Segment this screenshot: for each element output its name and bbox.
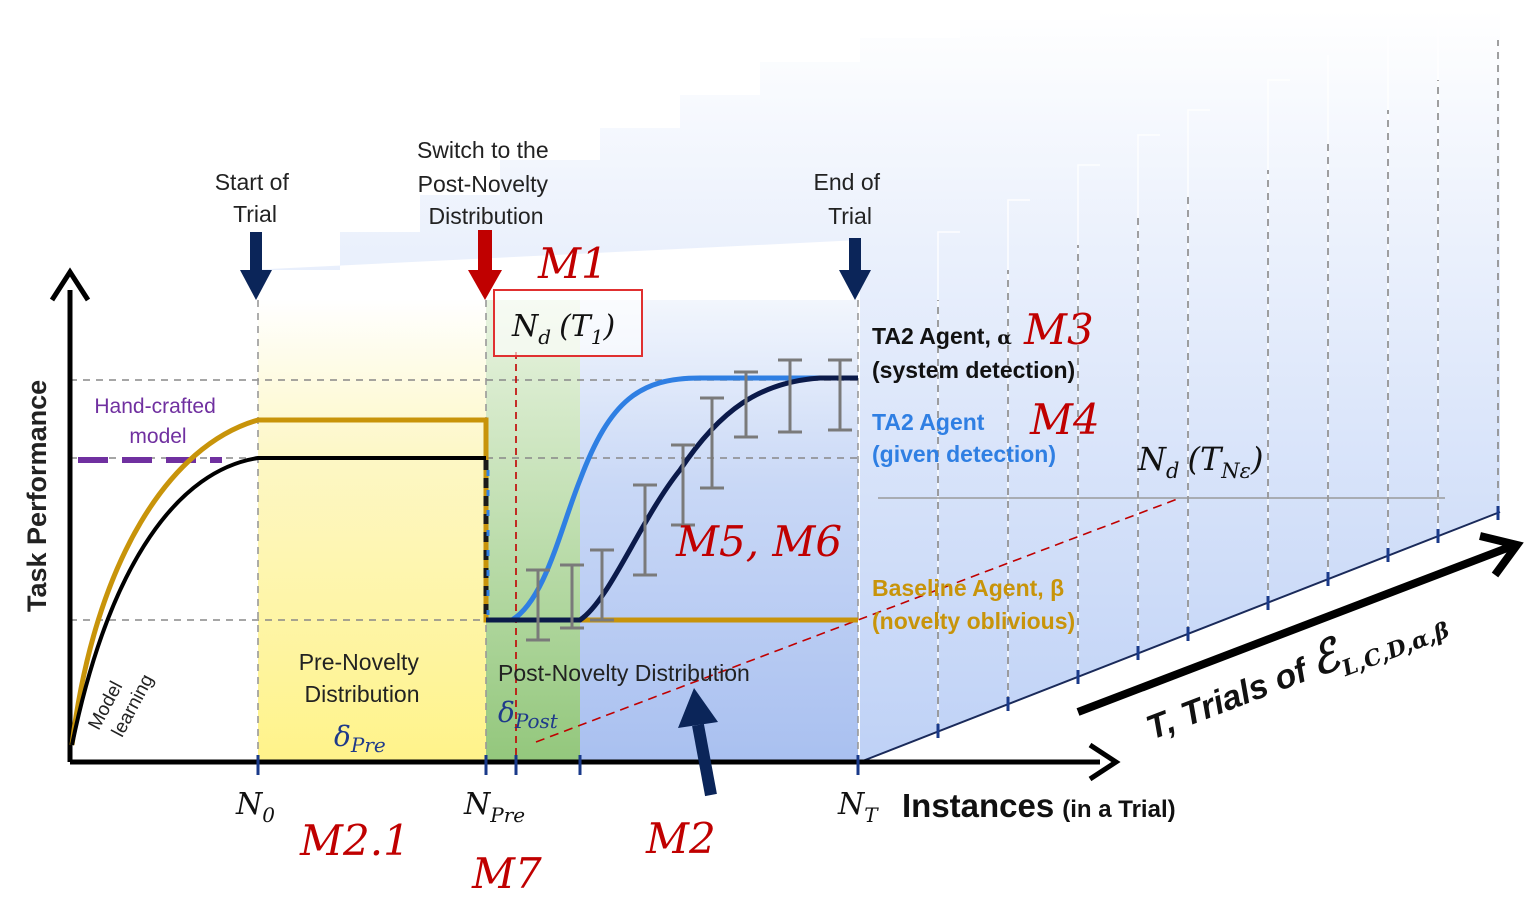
nd-t1-label: Nd (T1) — [511, 309, 615, 349]
metric-m7: M7 — [471, 849, 542, 898]
trials-axis — [1076, 541, 1517, 716]
hand-crafted-label: Hand-crafted model — [94, 395, 221, 448]
legend-ta2-system-line2: (system detection) — [872, 357, 1075, 383]
metric-m1: M1 — [537, 239, 608, 288]
delta-pre-label: δPre — [334, 720, 386, 757]
tick-npre: NPre — [463, 787, 525, 827]
metric-m5-m6: M5, M6 — [675, 517, 842, 566]
trial-stack-dashed-lines — [937, 40, 1499, 730]
post-novelty-label: Post-Novelty Distribution — [498, 660, 750, 686]
metric-m4: M4 — [1029, 395, 1100, 444]
trials-diagonal-ticks — [936, 506, 1500, 738]
tick-n0: N0 — [235, 787, 275, 827]
baseline-agent-curve — [69, 417, 858, 746]
post-novelty-green-region — [486, 300, 580, 762]
model-learning-label: Model learning — [84, 660, 158, 745]
nd-tne-label: Nd (TNε) — [1137, 440, 1263, 483]
y-axis-arrow-icon — [49, 267, 91, 302]
switch-label: Switch to the Post-Novelty Distribution — [417, 137, 555, 229]
ta2-agent-pre-curve — [70, 456, 486, 746]
error-bars — [526, 358, 852, 642]
x-ticks — [256, 755, 860, 775]
pre-novelty-label: Pre-Novelty Distribution — [299, 649, 426, 707]
m2-arrow-icon — [678, 688, 718, 797]
pre-novelty-region — [258, 300, 486, 762]
trials-axis-arrow-icon — [1479, 532, 1524, 578]
trial-stack — [250, 10, 1501, 763]
legend-baseline-line2: (novelty oblivious) — [872, 608, 1075, 634]
nd-t1-box — [493, 289, 643, 357]
end-of-trial-label: End of Trial — [814, 169, 887, 229]
ta2-given-detection-curve — [486, 375, 858, 623]
trials-diagonal-axis — [859, 511, 1501, 763]
ta2-system-detection-curve — [486, 375, 858, 623]
x-axis-arrow-icon — [1088, 742, 1121, 782]
tick-nt: NT — [837, 787, 879, 827]
delta-post-label: δPost — [498, 696, 559, 733]
legend-ta2-given-line2: (given detection) — [872, 441, 1056, 467]
switch-arrow-icon — [468, 230, 502, 300]
start-of-trial-label: Start of Trial — [215, 169, 296, 227]
metric-m3: M3 — [1023, 305, 1094, 354]
legend-ta2-system-line1: TA2 Agent, α — [872, 323, 1012, 349]
legend-ta2-given-line1: TA2 Agent — [872, 409, 985, 435]
x-axis-label: Instances (in a Trial) — [902, 787, 1176, 824]
legend-baseline-line1: Baseline Agent, β — [872, 575, 1064, 601]
detection-line-diagonal — [535, 497, 1181, 743]
end-arrow-icon — [839, 238, 871, 300]
start-arrow-icon — [240, 232, 272, 300]
metric-m2: M2 — [645, 814, 716, 863]
y-axis-label: Task Performance — [22, 380, 52, 612]
metric-m2-1: M2.1 — [299, 816, 410, 865]
